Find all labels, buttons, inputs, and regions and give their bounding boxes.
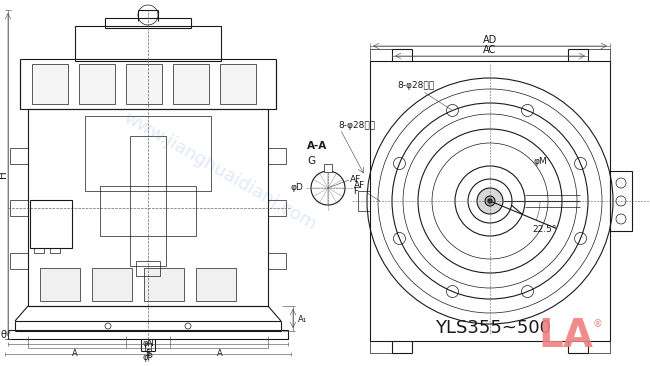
Text: φM: φM (533, 157, 547, 165)
Circle shape (477, 188, 503, 214)
Bar (358, 191, 370, 211)
Bar (30, 200, 72, 248)
Bar (75, 26, 221, 61)
Text: YLS355~500: YLS355~500 (435, 319, 551, 337)
Bar (10, 253, 28, 269)
Text: A-A: A-A (307, 141, 327, 151)
Text: A: A (217, 349, 223, 358)
Text: 8-φ28均布: 8-φ28均布 (338, 122, 375, 131)
Text: θ: θ (0, 330, 6, 340)
Text: AF: AF (354, 182, 365, 190)
Bar (196, 268, 236, 301)
Bar (145, 343, 151, 351)
Bar (85, 116, 211, 191)
Bar (370, 61, 610, 341)
Text: 8-φ28均布: 8-φ28均布 (398, 81, 435, 90)
Bar (40, 268, 80, 301)
Bar (34, 248, 44, 253)
Bar (268, 253, 286, 269)
Text: E: E (146, 349, 151, 358)
Circle shape (488, 199, 492, 203)
Bar (32, 64, 68, 104)
Bar (50, 248, 60, 253)
Bar (144, 268, 184, 301)
Bar (130, 136, 166, 266)
Bar (370, 49, 392, 61)
Text: www.jianghuaidianj.com: www.jianghuaidianj.com (120, 108, 320, 234)
Bar (220, 64, 256, 104)
Text: φP: φP (143, 352, 153, 362)
Text: LA: LA (538, 317, 593, 355)
Bar (105, 18, 191, 28)
Bar (92, 268, 132, 301)
Bar (20, 59, 276, 109)
Bar (588, 49, 610, 61)
Text: AF: AF (350, 176, 361, 184)
Text: A₁: A₁ (298, 314, 307, 324)
Bar (136, 261, 160, 276)
Bar (10, 148, 28, 164)
Text: φN: φN (142, 340, 154, 348)
Bar (268, 200, 286, 216)
Bar (324, 164, 332, 172)
Text: ®: ® (593, 319, 603, 329)
Bar (28, 109, 268, 306)
Bar (100, 186, 196, 236)
Circle shape (485, 196, 495, 206)
Bar (268, 148, 286, 164)
Text: AC: AC (484, 45, 497, 55)
Text: A: A (72, 349, 78, 358)
Text: H: H (0, 170, 8, 178)
Bar (370, 341, 392, 353)
Text: F: F (353, 187, 358, 197)
Text: 22.5°: 22.5° (533, 224, 557, 234)
Bar (126, 64, 162, 104)
Bar (610, 171, 632, 231)
Bar (10, 200, 28, 216)
Text: φD: φD (290, 183, 303, 193)
Bar (588, 341, 610, 353)
Bar (79, 64, 115, 104)
Text: G: G (307, 156, 315, 166)
Text: AD: AD (483, 35, 497, 45)
Bar (8, 330, 288, 339)
Bar (173, 64, 209, 104)
